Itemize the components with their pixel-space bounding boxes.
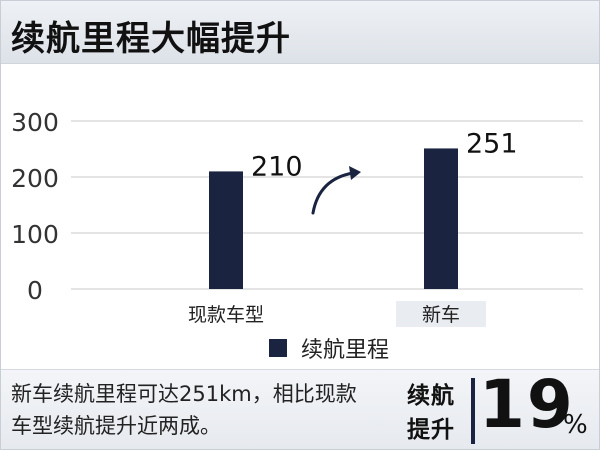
category-label: 新车 (422, 304, 460, 326)
range-bar-chart: 0 100 200 300 210 现款车型 251 新车续航里程 (11, 108, 583, 363)
stat-label-line-1: 续航 (407, 383, 455, 409)
stat-divider (471, 378, 475, 444)
bar (424, 148, 458, 289)
category-label: 现款车型 (188, 304, 264, 326)
stat-label-line-2: 提升 (407, 417, 455, 443)
y-tick-label: 0 (27, 276, 43, 305)
page-title: 续航里程大幅提升 (11, 19, 291, 59)
summary-note-line-2: 车型续航提升近两成。 (11, 414, 221, 438)
y-tick-label: 100 (11, 220, 59, 249)
title-bar: 续航里程大幅提升 (1, 1, 599, 64)
stat-unit: % (563, 410, 588, 440)
stat-value: 19 (479, 366, 575, 443)
y-tick-label: 300 (11, 108, 59, 137)
increase-arrow-curve (311, 171, 355, 215)
bar (209, 171, 243, 289)
footer-panel: 新车续航里程可达251km，相比现款 车型续航提升近两成。 续航 提升 19 % (1, 366, 599, 449)
data-label: 251 (466, 128, 518, 159)
category-label-bg (396, 301, 486, 327)
data-label: 210 (251, 151, 303, 182)
y-tick-label: 200 (11, 164, 59, 193)
legend-swatch (269, 339, 287, 357)
summary-note-line-1: 新车续航里程可达251km，相比现款 (11, 382, 357, 406)
legend-label: 续航里程 (301, 338, 389, 363)
increase-arrow-head (349, 166, 361, 180)
